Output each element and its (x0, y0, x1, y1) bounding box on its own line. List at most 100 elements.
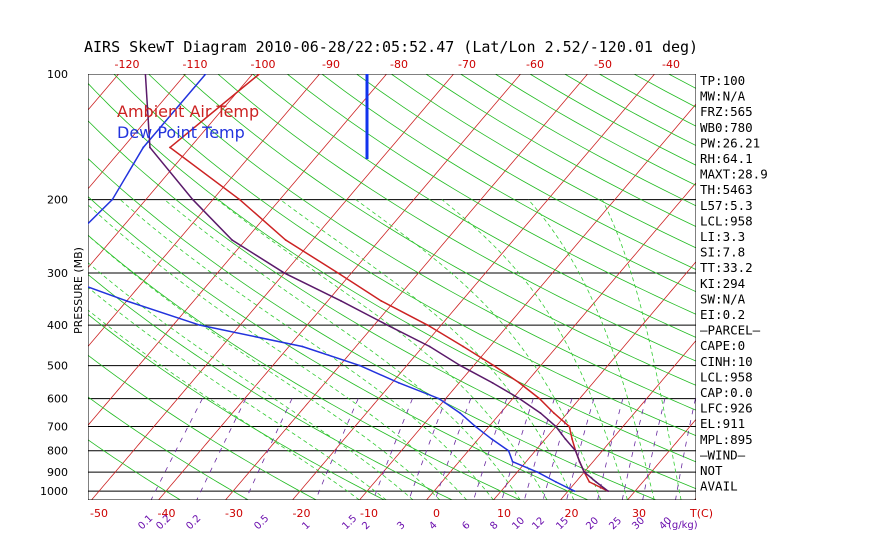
series-point (511, 460, 514, 463)
legend-ambient-air: Ambient Air Temp (117, 102, 259, 121)
top-temp-tick-label: -110 (183, 58, 208, 71)
mixing-ratio-tick-label: 1 (300, 520, 312, 532)
top-temp-tick-label: -80 (390, 58, 408, 71)
series-point (553, 412, 555, 415)
series-point (607, 490, 610, 493)
dry-adiabat-line (217, 74, 696, 362)
series-point (111, 198, 114, 201)
pressure-tick-label: 200 (47, 194, 68, 207)
index-row: LCL:958 (700, 213, 753, 228)
pressure-tick-label: 700 (47, 421, 68, 434)
dry-adiabat-line (668, 74, 696, 89)
mixing-ratio-tick-label: 25 (607, 515, 624, 532)
dry-adiabat-line (88, 82, 696, 463)
series-point (426, 324, 429, 327)
isotherm-line (88, 74, 119, 111)
series-point (204, 74, 207, 75)
series-point (397, 381, 400, 384)
dry-adiabat-line (88, 396, 249, 500)
index-row: KI:294 (700, 276, 745, 291)
series-point (284, 239, 287, 241)
series-point (199, 324, 201, 327)
series-point (578, 460, 581, 463)
series-point (555, 425, 557, 428)
series-point (518, 381, 521, 384)
legend-dew-point: Dew Point Temp (117, 123, 245, 142)
index-row: LFC:926 (700, 401, 753, 416)
series-point (554, 480, 557, 483)
series-point (462, 345, 465, 348)
index-row: TP:100 (700, 73, 745, 88)
moist-adiabat-line (88, 309, 360, 500)
series-point (474, 425, 477, 428)
moist-adiabat-line (88, 262, 414, 500)
mixing-ratio-tick-label: 20 (584, 515, 601, 532)
series-point (386, 324, 389, 327)
series-point (144, 74, 147, 75)
series-point (459, 412, 462, 415)
top-temp-tick-label: -120 (115, 58, 140, 71)
pressure-tick-label: 600 (47, 393, 68, 406)
dry-adiabat-line (88, 439, 181, 500)
mixing-ratio-tick-label: 3 (395, 520, 407, 532)
mixing-ratio-tick-label: 0.1 (136, 513, 155, 532)
series-point (459, 364, 462, 367)
moist-adiabat-line (88, 234, 441, 500)
moist-adiabat-line (528, 199, 655, 500)
isotherm-line (493, 261, 696, 500)
bottom-temp-tick-label: -40 (158, 507, 176, 520)
moist-adiabat-line (88, 204, 467, 500)
series-point (568, 425, 571, 428)
dry-adiabat-line (425, 74, 696, 228)
index-row: CAP:0.0 (700, 385, 753, 400)
isotherm-line (761, 74, 870, 500)
pressure-tick-label: 1000 (40, 485, 68, 498)
mixing-ratio-line (501, 398, 534, 500)
series-point (238, 198, 241, 201)
series-point (380, 300, 383, 302)
mixing-ratio-line (315, 398, 359, 500)
isotherm-line (359, 103, 696, 500)
dry-adiabat-line (88, 273, 453, 500)
mixing-ratio-tick-label: 4 (427, 520, 439, 532)
mixing-ratio-line (642, 398, 666, 500)
top-temp-tick-label: -40 (662, 58, 680, 71)
series-point (169, 146, 171, 149)
mixing-ratio-unit: (g/kg) (668, 520, 698, 531)
index-row: MW:N/A (700, 89, 746, 104)
index-row: LCL:958 (700, 369, 753, 384)
dry-adiabat-line (88, 196, 589, 500)
index-row: NOT (700, 463, 723, 478)
mixing-ratio-tick-label: 6 (460, 520, 472, 532)
series-point (70, 239, 72, 241)
series-layer (70, 74, 610, 493)
series-point (583, 471, 586, 473)
moist-adiabat-line (164, 199, 521, 500)
moist-adiabat-line (279, 199, 575, 500)
mixing-ratio-line (597, 398, 624, 500)
isotherm-line (828, 74, 870, 500)
index-row: AVAIL (700, 479, 738, 494)
legend: Ambient Air Temp Dew Point Temp (117, 102, 259, 142)
isotherm-line (292, 74, 655, 500)
index-row: L57:5.3 (700, 198, 753, 213)
series-point (358, 364, 361, 367)
index-row: SW:N/A (700, 291, 746, 306)
mixing-ratio-tick-label: 1.5 (340, 513, 359, 532)
bottom-temp-tick-label: 20 (565, 507, 579, 520)
top-temp-tick-label: -100 (251, 58, 276, 71)
index-row: PW:26.21 (700, 135, 760, 150)
moist-adiabat-line (119, 199, 494, 500)
index-row: CINH:10 (700, 354, 753, 369)
dry-adiabat-line (391, 74, 696, 249)
moist-adiabat-line (88, 286, 387, 500)
index-row: MAXT:28.9 (700, 167, 768, 182)
chart-title: AIRS SkewT Diagram 2010-06-28/22:05:52.4… (84, 38, 698, 56)
moist-adiabat-line (216, 199, 548, 500)
dry-adiabat-line (495, 74, 696, 186)
mixing-ratio-tick-label: 12 (530, 515, 547, 532)
index-row: LI:3.3 (700, 229, 745, 244)
mixing-ratio-line (523, 398, 555, 500)
bottom-temp-tick-label: 10 (497, 507, 511, 520)
series-point (595, 480, 597, 483)
